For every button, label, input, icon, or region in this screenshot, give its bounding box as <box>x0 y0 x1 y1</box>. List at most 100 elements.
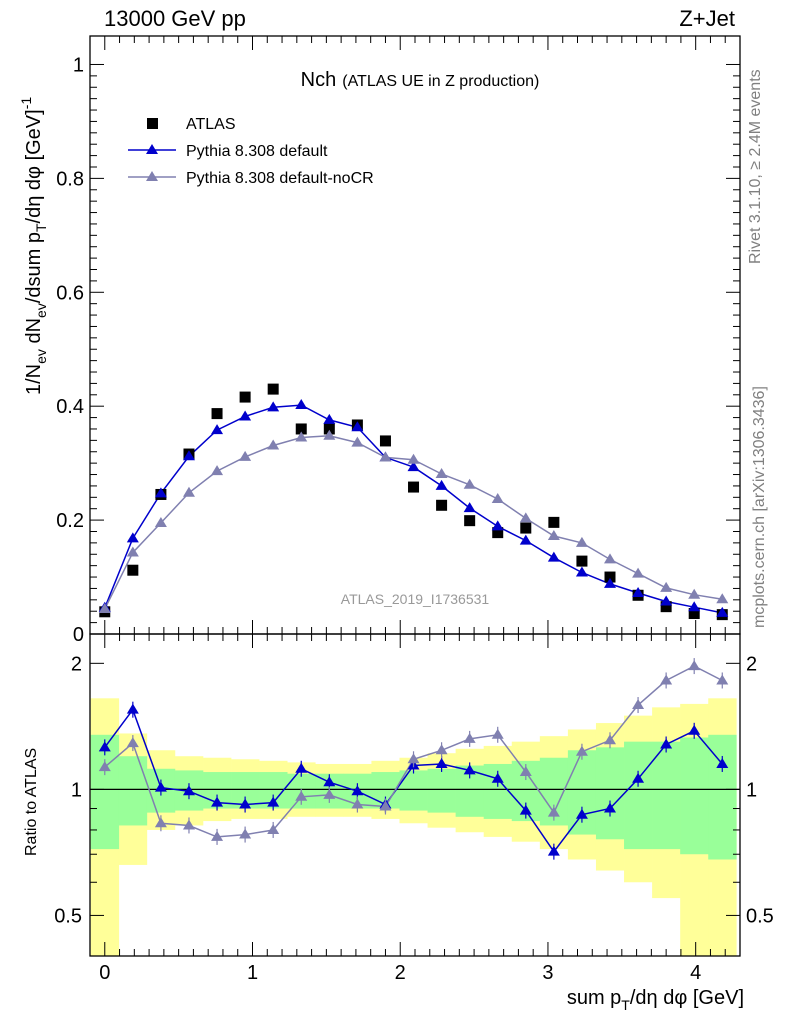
nocr-ratio-point <box>519 766 532 777</box>
nocr-top-point <box>154 516 167 527</box>
nocr-ratio-point <box>239 828 252 839</box>
rivet-info: Rivet 3.1.10, ≥ 2.4M events <box>747 69 764 264</box>
top-y-tick-label: 0.4 <box>56 396 84 418</box>
default-ratio-point <box>519 804 532 815</box>
default-top-point <box>351 421 364 432</box>
default-ratio-point <box>126 703 139 714</box>
atlas-data-point <box>127 564 139 576</box>
nocr-ratio-point <box>660 674 673 685</box>
default-ratio-point <box>154 781 167 792</box>
default-top-point <box>575 566 588 577</box>
nocr-ratio-point <box>575 745 588 756</box>
default-top-point <box>519 534 532 545</box>
legend: ATLAS Pythia 8.308 default Pythia 8.308 … <box>128 116 374 187</box>
default-ratio-point <box>463 764 476 775</box>
default-ratio-point <box>491 772 504 783</box>
default-top-point <box>407 461 420 472</box>
nocr-ratio-point <box>126 737 139 748</box>
legend-atlas-marker <box>147 118 158 129</box>
nocr-top-point <box>435 467 448 478</box>
ratio-y-tick-label-right: 1 <box>746 779 757 801</box>
atlas-data-point <box>295 423 307 435</box>
nocr-ratio-point <box>98 761 111 772</box>
default-top-point <box>660 595 673 606</box>
legend-default-marker <box>146 144 158 154</box>
nocr-top-point <box>688 588 701 599</box>
default-ratio-point <box>182 785 195 796</box>
nocr-top-point <box>519 512 532 523</box>
axis-tick-labels: 0 0.2 0.4 0.6 0.8 1 0.5 1 2 0.5 1 2 0 1 2 3 4 <box>54 54 774 984</box>
plot-title-main: Nch <box>301 69 337 91</box>
nocr-ratio-point <box>491 728 504 739</box>
ratio-y-tick-label-left: 1 <box>71 779 82 801</box>
band-inner-bin <box>399 770 428 811</box>
default-ratio-point <box>575 808 588 819</box>
nocr-ratio-point <box>295 790 308 801</box>
default-ratio-point <box>267 796 280 807</box>
atlas-data-point <box>323 423 335 435</box>
nocr-top-point <box>239 450 252 461</box>
atlas-data-point <box>492 527 504 539</box>
default-ratio-point <box>211 796 224 807</box>
default-ratio-point <box>98 741 111 752</box>
nocr-ratio-point <box>463 732 476 743</box>
x-axis-label: sum pT/dη dφ [GeV] <box>567 987 744 1013</box>
nocr-ratio-point <box>154 817 167 828</box>
atlas-data-point <box>464 515 476 527</box>
band-inner-bin <box>708 734 737 860</box>
default-ratio-point <box>716 757 729 768</box>
top-y-tick-label: 0.2 <box>56 510 84 532</box>
default-top-point <box>716 606 729 617</box>
default-top-point <box>182 450 195 461</box>
nocr-top-point <box>126 546 139 557</box>
x-tick-label: 2 <box>395 962 406 984</box>
ratio-y-tick-label-right: 0.5 <box>746 905 774 927</box>
nocr-ratio-point <box>632 699 645 710</box>
legend-nocr-label: Pythia 8.308 default-noCR <box>186 170 374 187</box>
nocr-top-point <box>98 602 111 613</box>
nocr-ratio-point <box>688 660 701 671</box>
plot-title-sub: (ATLAS UE in Z production) <box>342 73 539 90</box>
top-y-tick-label: 0.8 <box>56 168 84 190</box>
default-top-point <box>239 410 252 421</box>
default-top-point <box>632 586 645 597</box>
data-marks <box>98 383 729 860</box>
legend-default-label: Pythia 8.308 default <box>186 143 328 160</box>
mcplots-reference: mcplots.cern.ch [arXiv:1306.3436] <box>751 386 768 628</box>
top-y-tick-label: 0.6 <box>56 282 84 304</box>
nocr-ratio-point <box>379 800 392 811</box>
atlas-data-point <box>211 408 223 420</box>
top-y-axis-label: 1/Nev dNev/dsum pT/dη dφ [GeV]-1 <box>18 97 49 395</box>
default-top-point <box>688 601 701 612</box>
nocr-ratio-point <box>323 788 336 799</box>
nocr-top-point <box>267 439 280 450</box>
default-top-point <box>126 532 139 543</box>
nocr-top-point <box>491 493 504 504</box>
default-top-point <box>463 502 476 513</box>
default-ratio-point <box>660 738 673 749</box>
default-ratio-point <box>547 845 560 856</box>
top-line-default <box>104 404 723 614</box>
nocr-top-point <box>351 436 364 447</box>
nocr-top-point <box>211 465 224 476</box>
default-top-point <box>435 479 448 490</box>
default-top-point <box>211 424 224 435</box>
x-tick-label: 3 <box>542 962 553 984</box>
analysis-watermark: ATLAS_2019_I1736531 <box>341 591 490 607</box>
band-inner-bin <box>118 756 148 826</box>
band-inner-bin <box>595 747 625 840</box>
nocr-top-point <box>407 453 420 464</box>
default-ratio-point <box>351 785 364 796</box>
top-y-tick-label: 1 <box>73 54 84 76</box>
nocr-top-point <box>604 553 616 564</box>
nocr-top-point <box>379 451 392 462</box>
header-energy-label: 13000 GeV pp <box>104 6 246 31</box>
ratio-y-tick-label-right: 2 <box>746 653 757 675</box>
nocr-ratio-point <box>211 830 224 841</box>
atlas-data-point <box>520 522 532 534</box>
top-y-tick-label: 0 <box>73 624 84 646</box>
nocr-top-point <box>575 536 588 547</box>
default-top-point <box>154 487 167 498</box>
band-inner-bin <box>624 741 653 850</box>
